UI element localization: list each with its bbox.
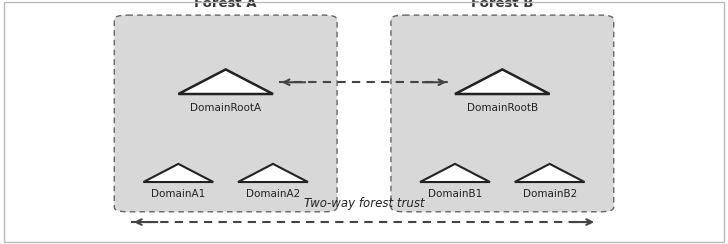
- FancyBboxPatch shape: [391, 15, 614, 212]
- Text: DomainB2: DomainB2: [523, 189, 577, 199]
- Text: DomainA1: DomainA1: [151, 189, 205, 199]
- Polygon shape: [178, 70, 273, 94]
- Polygon shape: [420, 164, 490, 182]
- Text: DomainRootB: DomainRootB: [467, 103, 538, 113]
- Text: Two-way forest trust: Two-way forest trust: [304, 197, 424, 210]
- Text: DomainB1: DomainB1: [428, 189, 482, 199]
- Polygon shape: [515, 164, 585, 182]
- Text: Forest A: Forest A: [194, 0, 257, 10]
- FancyBboxPatch shape: [114, 15, 337, 212]
- Text: Forest B: Forest B: [471, 0, 534, 10]
- Text: DomainA2: DomainA2: [246, 189, 300, 199]
- Text: DomainRootA: DomainRootA: [190, 103, 261, 113]
- Polygon shape: [455, 70, 550, 94]
- Polygon shape: [238, 164, 308, 182]
- Polygon shape: [143, 164, 213, 182]
